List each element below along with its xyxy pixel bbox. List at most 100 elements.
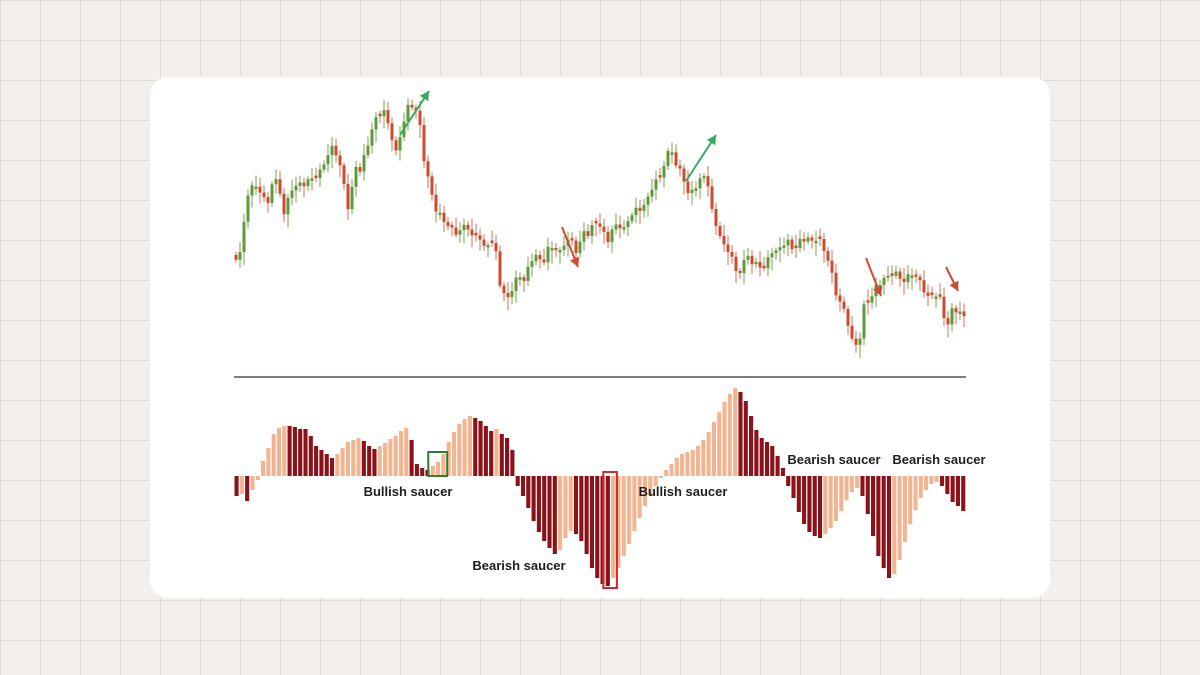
- candle-body: [738, 270, 742, 274]
- candle-body: [282, 193, 286, 215]
- histogram-bar-falling: [802, 476, 807, 524]
- candle-body: [546, 246, 550, 263]
- candle-body: [354, 166, 358, 187]
- candle-body: [678, 165, 682, 169]
- candle-body: [314, 175, 318, 179]
- trend-arrow-up: [685, 134, 717, 182]
- histogram-bar-rising: [266, 448, 271, 476]
- candle-body: [290, 190, 294, 198]
- candle-body: [558, 249, 562, 253]
- histogram-bar-falling: [531, 476, 536, 521]
- histogram-bar-falling: [473, 418, 478, 476]
- arrow-head: [419, 91, 429, 102]
- histogram-bar-falling: [860, 476, 865, 496]
- histogram-bar-rising: [616, 476, 621, 568]
- histogram-bar-rising: [706, 432, 711, 476]
- chart-svg: Bullish saucer Bearish saucer Bullish sauc…: [234, 90, 986, 589]
- histogram-bar-rising: [494, 429, 499, 476]
- candle-body: [870, 296, 874, 303]
- candle-body: [634, 207, 638, 216]
- histogram-bar-rising: [462, 419, 467, 476]
- candle-body: [882, 277, 886, 285]
- histogram-bar-rising: [457, 424, 462, 476]
- candle-body: [322, 164, 326, 170]
- candle-body: [406, 104, 410, 122]
- histogram-bar-falling: [414, 464, 419, 476]
- histogram-bar-rising: [924, 476, 929, 490]
- candle-body: [770, 253, 774, 258]
- candle-body: [370, 129, 374, 146]
- candle-body: [802, 238, 806, 242]
- histogram-bar-rising: [404, 428, 409, 476]
- candle-body: [350, 186, 354, 210]
- candle-body: [302, 182, 306, 187]
- histogram-bar-falling: [526, 476, 531, 508]
- candle-body: [378, 113, 382, 117]
- candle-body: [362, 155, 366, 172]
- candle-body: [242, 221, 246, 253]
- histogram-bar-rising: [345, 442, 350, 476]
- candle-body: [754, 261, 758, 265]
- candle-body: [878, 284, 882, 288]
- histogram-bar-rising: [430, 466, 435, 476]
- histogram-bar-falling: [329, 458, 335, 476]
- histogram-bar-rising: [271, 434, 276, 476]
- histogram-bar-rising: [908, 476, 913, 524]
- saucer-label-bearish: Bearish saucer: [892, 452, 985, 467]
- candle-body: [710, 186, 714, 209]
- candle-body: [250, 185, 254, 196]
- candle-body: [810, 237, 814, 241]
- histogram-bar-falling: [324, 454, 329, 476]
- candle-body: [618, 224, 622, 229]
- candle-body: [358, 166, 362, 172]
- histogram-bar-falling: [292, 427, 297, 476]
- histogram-bar-falling: [961, 476, 966, 511]
- histogram-bar-rising: [398, 431, 404, 476]
- candle-body: [518, 277, 522, 280]
- histogram-bar-rising: [255, 476, 260, 480]
- candle-body: [642, 204, 646, 211]
- trend-arrow-down: [561, 226, 580, 268]
- candle-body: [890, 273, 894, 276]
- candle-body: [854, 338, 858, 345]
- histogram-bar-rising: [685, 452, 690, 476]
- histogram-bar-rising: [621, 476, 626, 556]
- candle-body: [474, 232, 478, 236]
- histogram-bar-rising: [261, 461, 266, 476]
- candle-body: [858, 338, 862, 345]
- saucer-label-bearish: Bearish saucer: [787, 452, 880, 467]
- saucer-label-bullish: Bullish saucer: [364, 484, 453, 499]
- candle-body: [842, 301, 846, 309]
- candle-body: [522, 277, 526, 281]
- histogram-bar-rising: [340, 448, 345, 476]
- candle-body: [786, 239, 790, 246]
- candle-body: [902, 278, 906, 282]
- histogram-bar-falling: [372, 449, 377, 476]
- candle-body: [674, 152, 678, 166]
- histogram-bar-rising: [568, 476, 573, 531]
- histogram-bar-falling: [945, 476, 950, 494]
- candle-body: [366, 145, 370, 156]
- histogram-bar-falling: [775, 456, 780, 476]
- histogram-bar-rising: [669, 464, 674, 476]
- histogram-bar-falling: [881, 476, 886, 568]
- candle-body: [846, 308, 850, 326]
- histogram-bar-falling: [738, 392, 743, 476]
- candle-body: [334, 145, 338, 156]
- candle-body: [254, 186, 258, 190]
- candle-body: [530, 261, 534, 267]
- candle-body: [886, 275, 890, 278]
- arrow-head: [873, 285, 883, 296]
- histogram-bar-rising: [897, 476, 902, 560]
- candle-body: [954, 308, 958, 313]
- histogram-bar-rising: [855, 476, 860, 488]
- histogram-bar-falling: [547, 476, 552, 548]
- histogram-bar-falling: [319, 450, 324, 476]
- histogram-bar-falling: [515, 476, 520, 486]
- candle-body: [234, 255, 238, 260]
- candle-body: [914, 274, 918, 277]
- histogram-bar-falling: [489, 431, 494, 476]
- arrow-head: [570, 256, 580, 267]
- candle-body: [294, 185, 298, 191]
- candle-body: [958, 311, 962, 314]
